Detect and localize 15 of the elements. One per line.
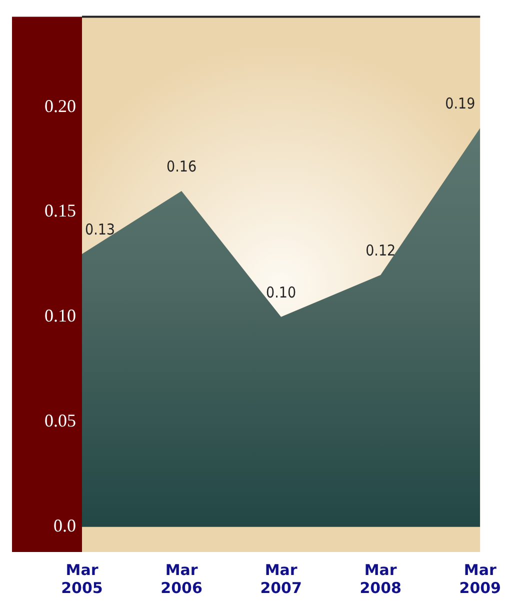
y-tick-label: 0.10: [44, 306, 76, 326]
data-label: 0.19: [445, 94, 476, 112]
y-tick-label: 0.0: [54, 516, 76, 536]
y-tick-label: 0.05: [44, 410, 76, 431]
x-tick-label: Mar 2008: [360, 560, 402, 597]
y-tick-label: 0.15: [44, 200, 76, 221]
x-tick-label: Mar 2009: [459, 560, 501, 597]
y-tick-label: 0.20: [44, 96, 76, 116]
data-label: 0.12: [366, 241, 396, 260]
data-label: 0.16: [166, 157, 197, 176]
x-tick-label: Mar 2005: [61, 560, 103, 597]
data-label: 0.10: [266, 283, 296, 302]
x-tick-label: Mar 2006: [160, 560, 202, 597]
x-tick-label: Mar 2007: [260, 560, 302, 597]
data-label: 0.13: [84, 220, 116, 238]
